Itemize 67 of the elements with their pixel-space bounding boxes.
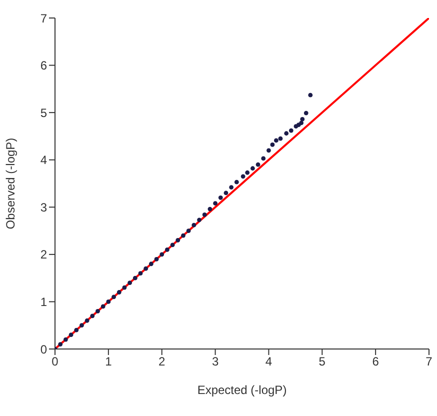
point bbox=[270, 142, 275, 147]
point bbox=[197, 218, 202, 222]
x-axis-title: Expected (-logP) bbox=[197, 383, 287, 397]
point bbox=[138, 271, 143, 276]
point bbox=[74, 328, 79, 332]
y-axis-title: Observed (-logP) bbox=[3, 138, 18, 230]
point bbox=[112, 294, 116, 300]
point bbox=[154, 256, 159, 262]
point bbox=[266, 148, 271, 153]
point bbox=[84, 318, 90, 323]
point bbox=[96, 308, 100, 314]
point bbox=[132, 276, 138, 280]
y-tick-label: 6 bbox=[40, 58, 48, 73]
point bbox=[144, 266, 148, 271]
x-tick-label: 2 bbox=[158, 354, 166, 369]
x-tick-label: 6 bbox=[372, 354, 380, 369]
y-tick-label: 5 bbox=[40, 106, 48, 120]
point bbox=[100, 304, 106, 309]
point bbox=[234, 180, 239, 184]
point bbox=[224, 190, 228, 196]
point bbox=[68, 332, 74, 338]
y-tick-label: 7 bbox=[40, 11, 48, 26]
point bbox=[160, 252, 164, 257]
x-tick-label: 5 bbox=[318, 354, 326, 369]
point bbox=[288, 128, 294, 133]
point bbox=[240, 174, 246, 179]
point bbox=[213, 201, 218, 206]
point bbox=[218, 195, 223, 200]
point bbox=[304, 110, 308, 116]
x-tick-label: 0 bbox=[52, 354, 59, 369]
point bbox=[176, 238, 180, 242]
x-tick-label: 1 bbox=[105, 354, 112, 369]
y-tick-label: 2 bbox=[40, 248, 48, 262]
y-tick-label: 4 bbox=[40, 153, 48, 168]
point bbox=[250, 166, 255, 171]
point bbox=[106, 300, 111, 304]
x-tick-label: 7 bbox=[426, 354, 433, 369]
point bbox=[261, 156, 266, 161]
point bbox=[122, 285, 127, 290]
point bbox=[192, 222, 196, 228]
point bbox=[274, 138, 278, 143]
y-tick-label: 3 bbox=[40, 200, 48, 214]
y-tick-label: 0 bbox=[40, 342, 48, 356]
point bbox=[80, 323, 84, 328]
point bbox=[300, 116, 305, 122]
point bbox=[245, 170, 250, 175]
point bbox=[256, 162, 260, 167]
point bbox=[58, 342, 63, 346]
point bbox=[90, 314, 95, 318]
point bbox=[278, 136, 283, 141]
point bbox=[128, 280, 132, 285]
point bbox=[148, 262, 154, 266]
point bbox=[208, 206, 212, 212]
y-tick-label: 1 bbox=[40, 294, 48, 309]
point bbox=[284, 131, 289, 136]
point bbox=[299, 120, 304, 126]
point bbox=[170, 242, 175, 248]
point bbox=[202, 212, 207, 217]
point bbox=[165, 248, 170, 252]
point bbox=[116, 290, 122, 294]
x-tick-label: 3 bbox=[212, 354, 219, 369]
point bbox=[186, 228, 191, 233]
x-tick-label: 4 bbox=[265, 354, 272, 369]
point bbox=[308, 92, 313, 98]
point bbox=[229, 185, 234, 190]
point bbox=[181, 233, 186, 238]
point bbox=[63, 337, 68, 342]
